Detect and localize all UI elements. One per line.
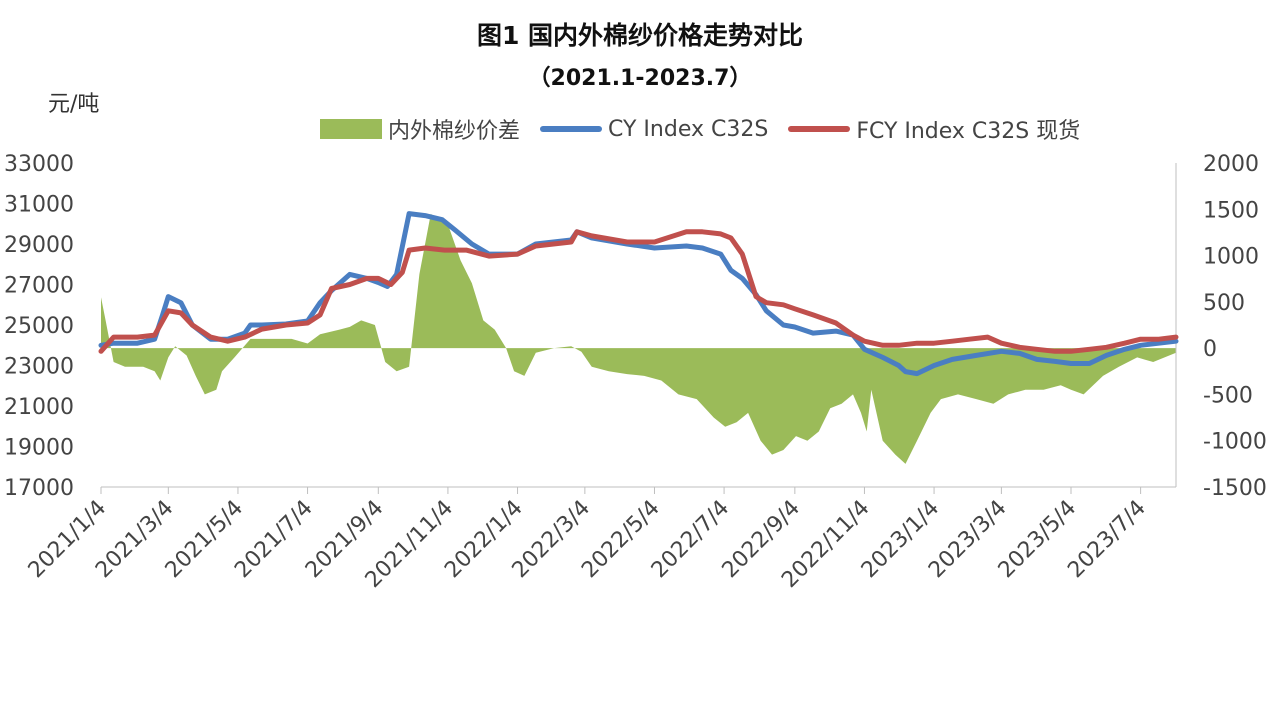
left-tick-label: 23000 — [4, 355, 74, 380]
legend-item-fcy: FCY Index C32S 现货 — [788, 113, 1080, 145]
right-tick-label: 500 — [1203, 291, 1245, 316]
right-tick-label: 0 — [1203, 337, 1217, 362]
left-tick-label: 17000 — [4, 476, 74, 501]
legend-swatch-spread — [320, 119, 382, 139]
legend-swatch-cy — [540, 126, 603, 132]
legend-item-spread: 内外棉纱价差 — [320, 113, 520, 145]
right-tick-label: -1500 — [1203, 476, 1267, 501]
fcy-index-line — [98, 229, 1179, 354]
chart-title: 图1 国内外棉纱价格走势对比 — [476, 21, 804, 50]
right-tick-label: 1000 — [1203, 245, 1259, 270]
left-tick-label: 21000 — [4, 395, 74, 420]
left-tick-label: 27000 — [4, 274, 74, 299]
legend-label-fcy: FCY Index C32S 现货 — [856, 119, 1081, 144]
right-tick-label: 2000 — [1203, 152, 1259, 177]
left-tick-label: 25000 — [4, 314, 74, 339]
legend-swatch-fcy — [788, 126, 851, 132]
legend-label-cy: CY Index C32S — [608, 116, 769, 142]
left-tick-label: 19000 — [4, 436, 74, 461]
left-tick-label: 33000 — [4, 152, 74, 177]
legend-label-spread: 内外棉纱价差 — [388, 119, 521, 144]
chart-legend: 内外棉纱价差 CY Index C32S FCY Index C32S 现货 — [320, 114, 1100, 144]
right-tick-label: -500 — [1203, 383, 1253, 408]
spread-area — [101, 213, 1176, 464]
y-axis-unit-label: 元/吨 — [48, 92, 100, 117]
legend-item-cy: CY Index C32S — [540, 117, 768, 142]
right-tick-label: 1500 — [1203, 198, 1259, 223]
chart-subtitle: （2021.1-2023.7） — [528, 66, 752, 91]
left-tick-label: 31000 — [4, 193, 74, 218]
left-tick-label: 29000 — [4, 233, 74, 258]
right-tick-label: -1000 — [1203, 430, 1267, 455]
